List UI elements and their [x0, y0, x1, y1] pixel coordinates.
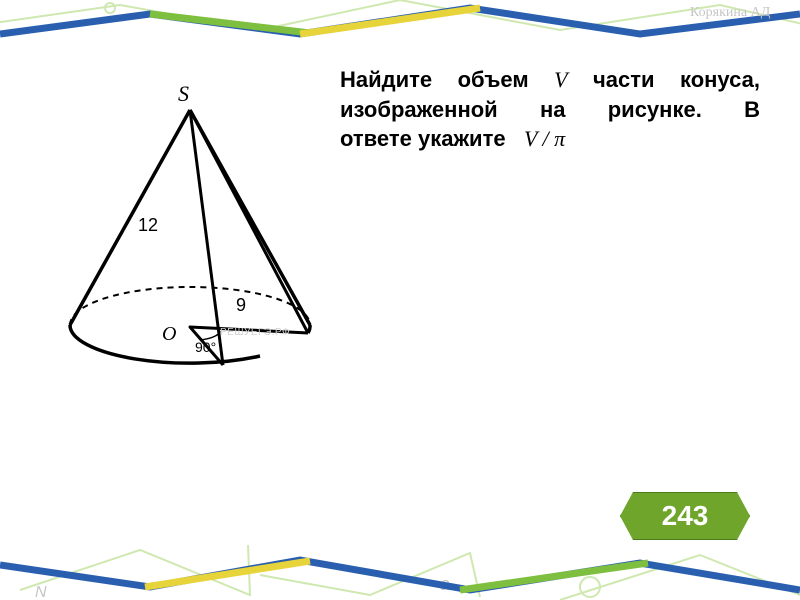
apex-label: S: [178, 81, 189, 107]
slide-bottom-border: N а: [0, 545, 800, 600]
V-over-pi: V / π: [524, 126, 565, 151]
center-label: O: [162, 323, 176, 346]
cone-figure: S 12 9 O 90° РЕШУЕГЭ.РФ: [50, 75, 330, 415]
radius-label: 9: [236, 295, 246, 316]
bg-hint-top: Корякина АД: [690, 5, 771, 20]
answer-badge: 243: [620, 492, 750, 540]
task-line2: изображенной на рисунке. В: [340, 95, 760, 125]
slide-top-border: Корякина АД: [0, 0, 800, 40]
task-text: Найдите объем V части конуса, изображенн…: [340, 65, 760, 154]
task-line3: ответе укажите V / π: [340, 124, 760, 154]
task-line1: Найдите объем V части конуса,: [340, 65, 760, 95]
w: части: [593, 65, 655, 95]
w: объем: [458, 65, 529, 95]
V-symbol: V: [554, 65, 567, 95]
angle-label: 90°: [195, 339, 216, 355]
w: рисунке.: [608, 95, 702, 125]
w: на: [540, 95, 566, 125]
bg-hint-bottom: N: [35, 584, 47, 600]
w: изображенной: [340, 95, 498, 125]
w: Найдите: [340, 65, 432, 95]
w: конуса,: [680, 65, 760, 95]
slant-label: 12: [138, 215, 158, 236]
answer-value: 243: [662, 500, 709, 532]
w: В: [744, 95, 760, 125]
